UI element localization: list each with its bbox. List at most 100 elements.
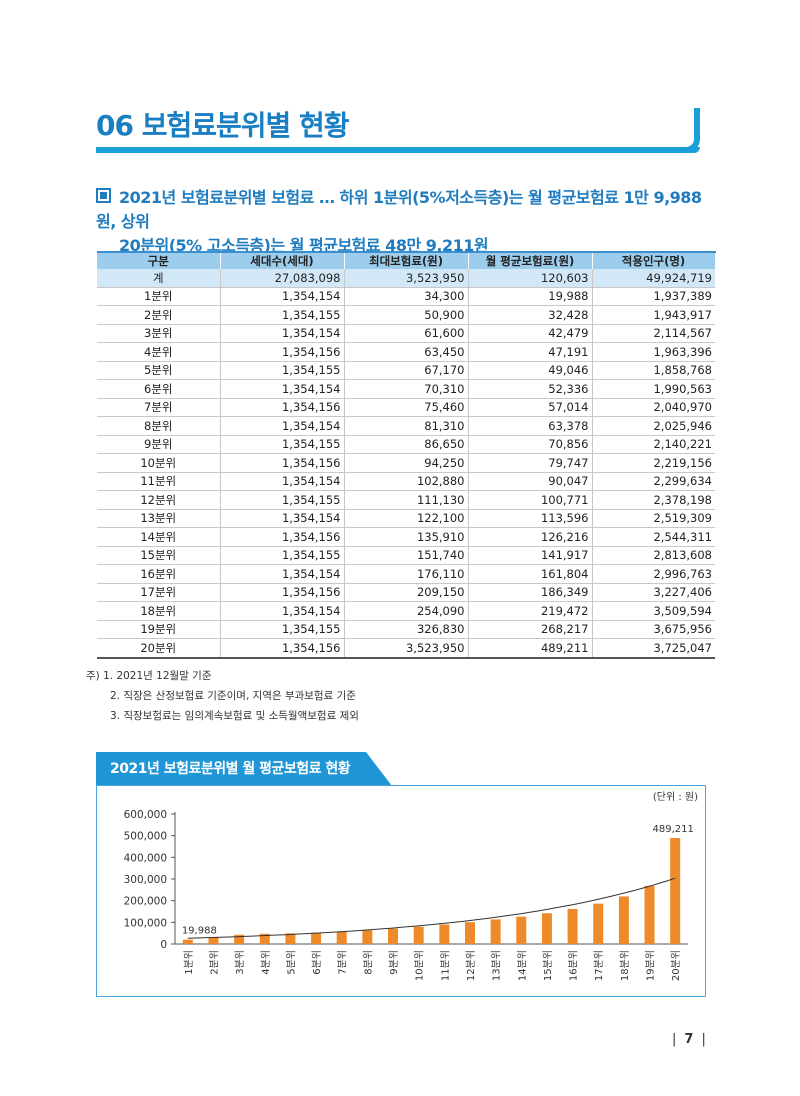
table-cell: 27,083,098 bbox=[220, 269, 345, 288]
x-tick-label: 19분위 bbox=[644, 950, 657, 981]
y-tick-label: 300,000 bbox=[124, 874, 167, 886]
chart-title-tab: 2021년 보험료분위별 월 평균보험료 현황 bbox=[96, 752, 392, 786]
table-cell: 2,519,309 bbox=[592, 509, 715, 528]
bar bbox=[490, 919, 501, 944]
bar bbox=[670, 838, 681, 944]
table-cell: 1,354,154 bbox=[220, 287, 345, 306]
table-row: 16분위 1,354,154 176,110 161,804 2,996,763 bbox=[97, 564, 715, 584]
table-cell: 1,943,917 bbox=[592, 305, 715, 325]
table-cell: 1,354,155 bbox=[220, 620, 345, 639]
bar bbox=[516, 916, 527, 944]
table-cell: 79,747 bbox=[468, 453, 593, 473]
table-cell: 70,856 bbox=[468, 435, 593, 454]
table-cell: 1,858,768 bbox=[592, 361, 715, 380]
table-cell: 50,900 bbox=[344, 305, 469, 325]
bar bbox=[593, 903, 604, 944]
table-cell: 52,336 bbox=[468, 379, 593, 399]
table-cell: 219,472 bbox=[468, 601, 593, 621]
bar bbox=[208, 936, 219, 944]
bar bbox=[362, 930, 373, 944]
page-number: | 7 | bbox=[672, 1032, 706, 1047]
table-cell: 42,479 bbox=[468, 324, 593, 343]
table-cell: 100,771 bbox=[468, 490, 593, 510]
table-cell: 11분위 bbox=[97, 472, 221, 491]
table-cell: 61,600 bbox=[344, 324, 469, 343]
table-cell: 20분위 bbox=[97, 638, 221, 659]
table-cell: 57,014 bbox=[468, 398, 593, 417]
x-tick-label: 3분위 bbox=[233, 950, 246, 975]
table-cell: 81,310 bbox=[344, 416, 469, 436]
x-tick-label: 17분위 bbox=[592, 950, 605, 981]
x-tick-label: 13분위 bbox=[490, 950, 503, 981]
table-cell: 19,988 bbox=[468, 287, 593, 306]
table-row: 18분위 1,354,154 254,090 219,472 3,509,594 bbox=[97, 601, 715, 621]
table-cell: 120,603 bbox=[468, 269, 593, 288]
table-cell: 75,460 bbox=[344, 398, 469, 417]
table-cell: 1,354,154 bbox=[220, 416, 345, 436]
y-tick-label: 500,000 bbox=[124, 831, 167, 843]
x-tick-label: 1분위 bbox=[182, 950, 195, 975]
x-tick-label: 4분위 bbox=[259, 950, 272, 975]
table-cell: 489,211 bbox=[468, 638, 593, 659]
table-cell: 2,114,567 bbox=[592, 324, 715, 343]
y-tick-label: 400,000 bbox=[124, 852, 167, 864]
table-cell: 19분위 bbox=[97, 620, 221, 639]
y-tick-label: 0 bbox=[160, 939, 167, 951]
x-tick-label: 15분위 bbox=[541, 950, 554, 981]
table-row: 19분위 1,354,155 326,830 268,217 3,675,956 bbox=[97, 620, 715, 639]
table-cell: 6분위 bbox=[97, 379, 221, 399]
table-row: 13분위 1,354,154 122,100 113,596 2,519,309 bbox=[97, 509, 715, 528]
table-cell: 34,300 bbox=[344, 287, 469, 306]
footnote-3: 3. 직장보험료는 임의계속보험료 및 소득월액보험료 제외 bbox=[110, 710, 359, 722]
x-tick-label: 11분위 bbox=[438, 950, 451, 981]
table-cell: 17분위 bbox=[97, 583, 221, 602]
table-cell: 63,378 bbox=[468, 416, 593, 436]
title-underline bbox=[96, 147, 700, 153]
table-cell: 90,047 bbox=[468, 472, 593, 491]
table-cell: 1,354,154 bbox=[220, 601, 345, 621]
trendline bbox=[187, 877, 676, 939]
table-cell: 126,216 bbox=[468, 527, 593, 547]
table-row: 5분위 1,354,155 67,170 49,046 1,858,768 bbox=[97, 361, 715, 380]
table-cell: 1,963,396 bbox=[592, 342, 715, 362]
table-cell: 49,046 bbox=[468, 361, 593, 380]
table-cell: 268,217 bbox=[468, 620, 593, 639]
bar bbox=[182, 939, 193, 944]
table-cell: 1,354,155 bbox=[220, 490, 345, 510]
table-cell: 47,191 bbox=[468, 342, 593, 362]
table-cell: 2,996,763 bbox=[592, 564, 715, 584]
bar bbox=[413, 926, 424, 944]
table-cell: 3,523,950 bbox=[344, 269, 469, 288]
table-cell: 1,354,155 bbox=[220, 361, 345, 380]
table-cell: 15분위 bbox=[97, 546, 221, 565]
table-cell: 141,917 bbox=[468, 546, 593, 565]
table-cell: 12분위 bbox=[97, 490, 221, 510]
table-cell: 3,725,047 bbox=[592, 638, 715, 659]
table-cell: 1,354,154 bbox=[220, 379, 345, 399]
bar bbox=[388, 928, 399, 944]
header-category: 구분 bbox=[97, 251, 221, 269]
table-cell: 209,150 bbox=[344, 583, 469, 602]
x-tick-label: 2분위 bbox=[207, 950, 220, 975]
table-cell: 67,170 bbox=[344, 361, 469, 380]
table-cell: 계 bbox=[97, 269, 221, 288]
header-max-premium: 최대보험료(원) bbox=[344, 251, 469, 269]
bar bbox=[464, 922, 475, 944]
table-cell: 135,910 bbox=[344, 527, 469, 547]
y-tick-label: 200,000 bbox=[124, 896, 167, 908]
x-tick-label: 18분위 bbox=[618, 950, 631, 981]
table-total-row: 계 27,083,098 3,523,950 120,603 49,924,719 bbox=[97, 269, 715, 288]
table-row: 1분위 1,354,154 34,300 19,988 1,937,389 bbox=[97, 287, 715, 306]
table-cell: 16분위 bbox=[97, 564, 221, 584]
table-cell: 2,299,634 bbox=[592, 472, 715, 491]
x-tick-label: 16분위 bbox=[567, 950, 580, 981]
x-tick-label: 14분위 bbox=[515, 950, 528, 981]
table-cell: 63,450 bbox=[344, 342, 469, 362]
table-cell: 3,523,950 bbox=[344, 638, 469, 659]
table-row: 4분위 1,354,156 63,450 47,191 1,963,396 bbox=[97, 342, 715, 362]
x-tick-label: 6분위 bbox=[310, 950, 323, 975]
header-avg-premium: 월 평균보험료(원) bbox=[468, 251, 593, 269]
table-cell: 1,354,155 bbox=[220, 435, 345, 454]
bar bbox=[285, 933, 296, 944]
